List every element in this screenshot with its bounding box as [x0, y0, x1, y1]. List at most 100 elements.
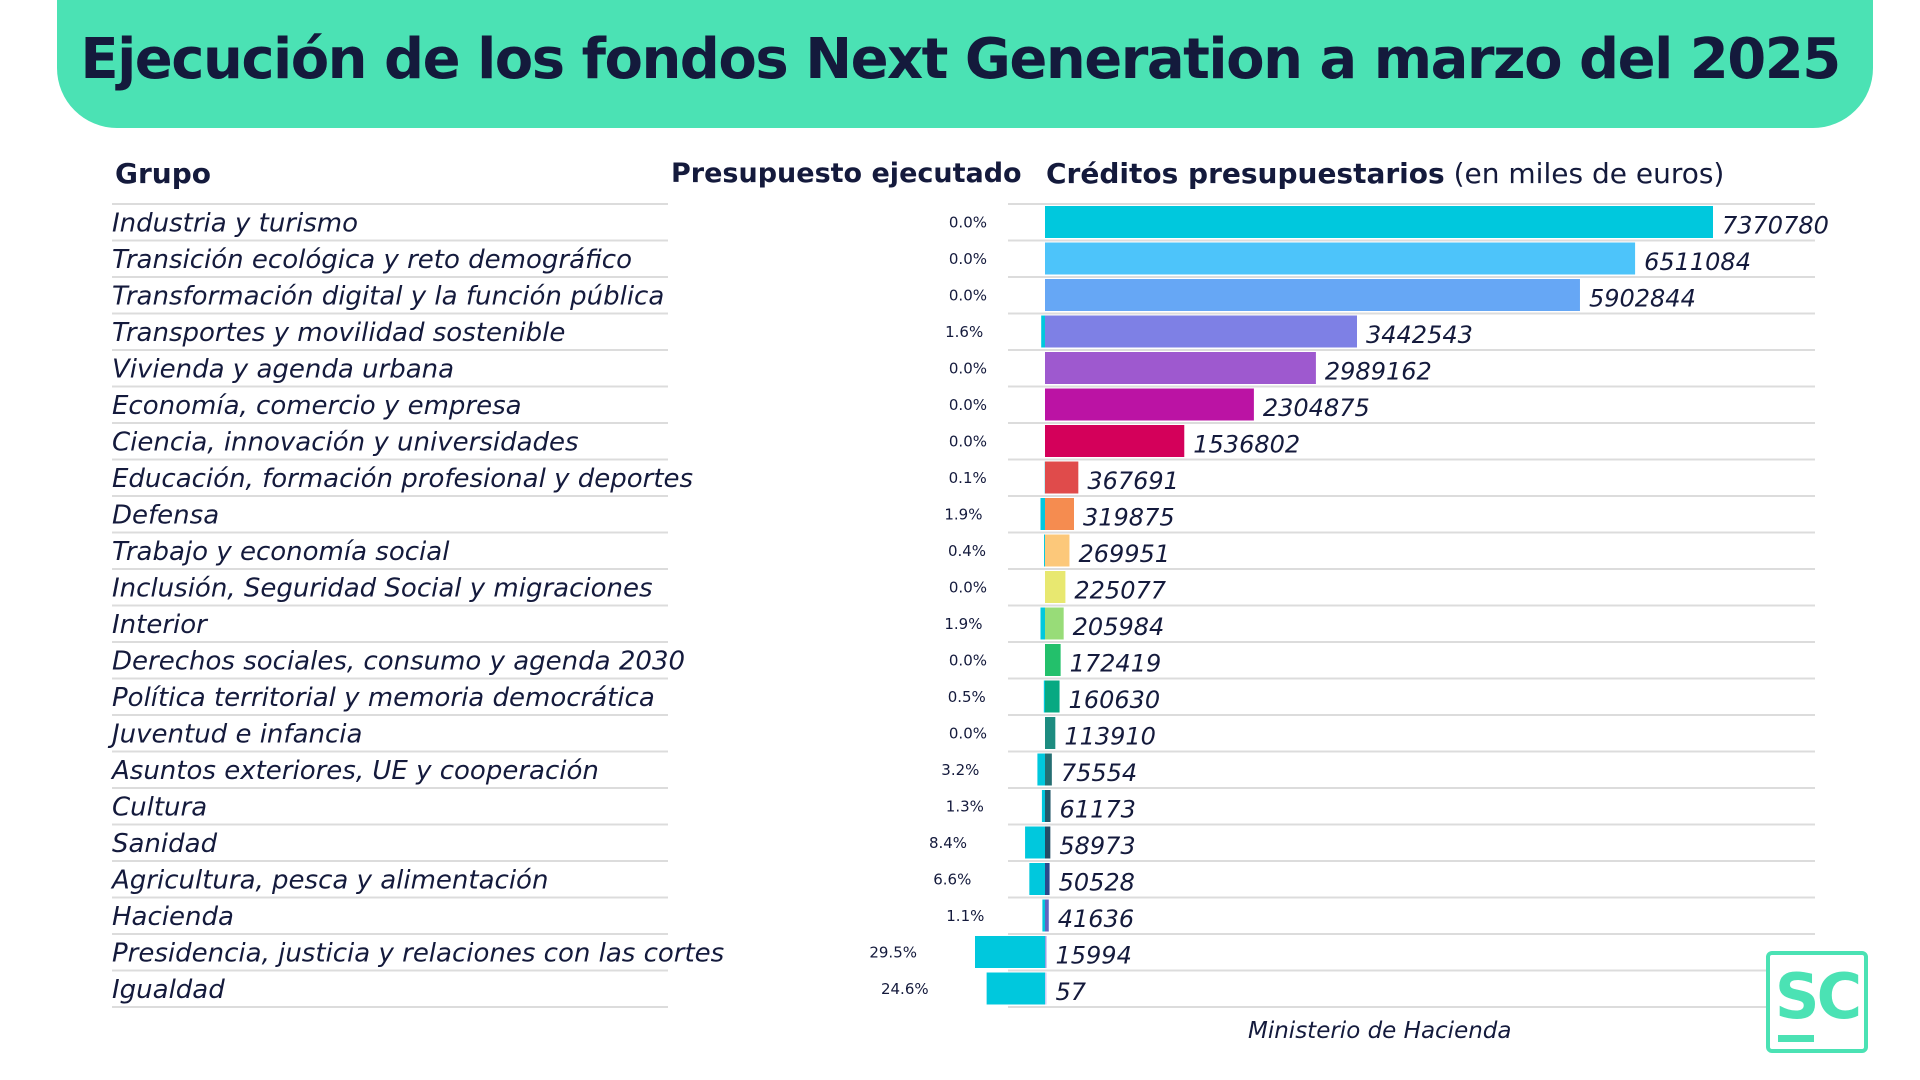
column-header-group: Grupo [115, 157, 212, 190]
category-label: Industria y turismo [112, 208, 358, 238]
category-label: Inclusión, Seguridad Social y migracione… [112, 573, 653, 603]
sc-logo-underline [1778, 1035, 1814, 1042]
sc-logo: SC [1766, 951, 1868, 1053]
executed-value-label: 1.9% [944, 615, 982, 633]
credits-value-label: 2304875 [1263, 394, 1370, 422]
category-label: Ciencia, innovación y universidades [112, 427, 579, 457]
executed-value-label: 24.6% [881, 980, 929, 998]
category-label: Presidencia, justicia y relaciones con l… [112, 938, 724, 968]
executed-bar [975, 936, 1045, 968]
executed-value-label: 29.5% [869, 943, 917, 961]
executed-bar [1040, 607, 1045, 640]
credits-value-label: 57 [1056, 978, 1087, 1006]
category-label: Política territorial y memoria democráti… [112, 683, 655, 713]
credits-value-label: 58973 [1059, 832, 1135, 860]
column-header-credits: Créditos presupuestarios (en miles de eu… [1046, 156, 1724, 192]
credits-value-label: 3442543 [1366, 321, 1473, 349]
executed-value-label: 3.2% [941, 761, 979, 779]
credits-bar [1045, 352, 1316, 384]
source-note: Ministerio de Hacienda [1248, 1018, 1512, 1044]
executed-value-label: 8.4% [929, 834, 967, 852]
category-label: Trabajo y economía social [112, 537, 450, 567]
credits-value-label: 160630 [1069, 686, 1161, 714]
executed-value-label: 0.0% [949, 213, 987, 231]
executed-value-label: 0.0% [949, 359, 987, 377]
credits-bar [1045, 279, 1580, 311]
title-banner [57, 0, 1873, 128]
category-label: Defensa [112, 500, 219, 530]
column-header-credits-main: Créditos presupuestarios [1046, 157, 1445, 190]
credits-value-label: 367691 [1087, 467, 1179, 495]
executed-value-label: 1.1% [946, 907, 984, 925]
category-label: Agricultura, pesca y alimentación [110, 865, 548, 895]
executed-bar [1042, 899, 1045, 932]
credits-bar [1045, 972, 1047, 1005]
executed-bar [1037, 753, 1045, 786]
page-title: Ejecución de los fondos Next Generation … [80, 27, 1841, 92]
category-label: Cultura [112, 792, 207, 822]
credits-bar [1045, 790, 1051, 822]
credits-bar [1045, 571, 1066, 603]
credits-value-label: 319875 [1083, 503, 1175, 531]
executed-value-label: 1.9% [944, 505, 982, 523]
credits-bar [1045, 644, 1061, 676]
credits-value-label: 205984 [1073, 613, 1165, 641]
credits-value-label: 5902844 [1589, 284, 1696, 312]
executed-value-label: 1.6% [945, 323, 983, 341]
credits-value-label: 1536802 [1193, 430, 1300, 458]
credits-bar [1045, 315, 1357, 348]
credits-bar [1045, 826, 1051, 859]
category-label: Hacienda [112, 902, 234, 932]
credits-bar [1045, 936, 1047, 968]
credits-bar [1045, 498, 1074, 530]
executed-value-label: 0.0% [949, 651, 987, 669]
column-header-executed: Presupuesto ejecutado [671, 158, 1022, 189]
executed-bar [1043, 680, 1045, 713]
category-label: Vivienda y agenda urbana [112, 354, 454, 384]
credits-value-label: 225077 [1074, 576, 1166, 604]
credits-bar [1045, 680, 1060, 713]
executed-value-label: 0.4% [948, 542, 986, 560]
credits-value-label: 6511084 [1644, 248, 1751, 276]
credits-value-label: 15994 [1056, 941, 1132, 969]
credits-bar [1045, 461, 1079, 494]
executed-value-label: 0.5% [948, 688, 986, 706]
credits-value-label: 61173 [1060, 795, 1136, 823]
credits-bar [1045, 425, 1185, 457]
credits-bar [1045, 607, 1064, 640]
executed-bar [1029, 863, 1045, 895]
category-label: Asuntos exteriores, UE y cooperación [110, 756, 599, 786]
executed-value-label: 6.6% [933, 870, 971, 888]
executed-bar [1040, 498, 1045, 530]
executed-value-label: 0.0% [949, 250, 987, 268]
executed-value-label: 0.0% [949, 396, 987, 414]
category-label: Sanidad [112, 829, 218, 859]
credits-bar [1045, 863, 1050, 895]
category-label: Juventud e infancia [107, 719, 362, 749]
category-label: Educación, formación profesional y depor… [112, 464, 693, 494]
category-label: Derechos sociales, consumo y agenda 2030 [112, 646, 685, 676]
executed-value-label: 0.1% [949, 469, 987, 487]
credits-value-label: 2989162 [1325, 357, 1432, 385]
credits-value-label: 269951 [1078, 540, 1170, 568]
category-label: Transportes y movilidad sostenible [112, 318, 565, 348]
executed-bar [986, 972, 1045, 1005]
credits-bar [1045, 242, 1636, 275]
credits-value-label: 7370780 [1722, 211, 1829, 239]
category-label: Transformación digital y la función públ… [112, 281, 664, 311]
category-label: Economía, comercio y empresa [112, 391, 522, 421]
credits-value-label: 75554 [1061, 759, 1137, 787]
credits-value-label: 50528 [1059, 868, 1135, 896]
category-label: Igualdad [112, 975, 225, 1005]
executed-value-label: 1.3% [946, 797, 984, 815]
executed-bar [1041, 790, 1045, 822]
credits-bar [1045, 899, 1049, 932]
credits-bar [1045, 717, 1056, 749]
credits-value-label: 113910 [1064, 722, 1156, 750]
credits-bar [1045, 206, 1713, 238]
executed-value-label: 0.0% [949, 432, 987, 450]
executed-bar [1025, 826, 1045, 859]
executed-bar [1041, 315, 1045, 348]
sc-logo-text: SC [1774, 960, 1862, 1033]
